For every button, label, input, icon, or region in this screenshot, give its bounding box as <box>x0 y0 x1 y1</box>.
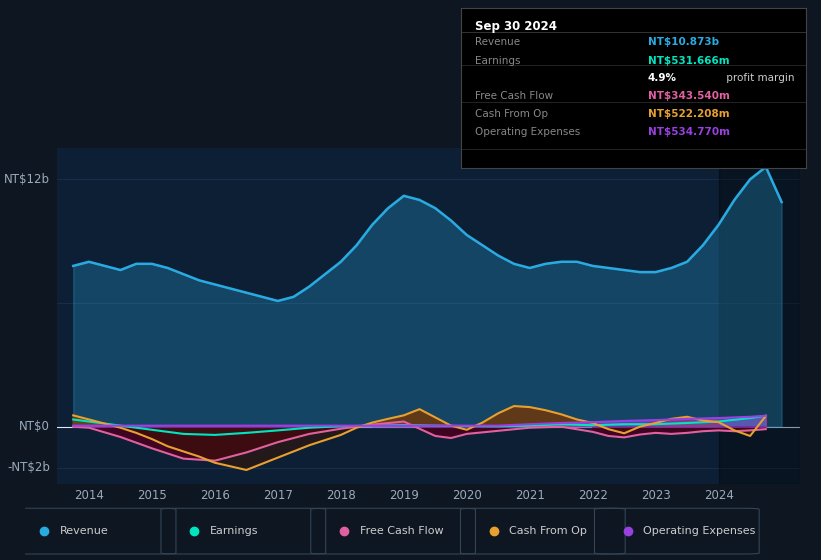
Text: NT$10.873b: NT$10.873b <box>648 37 718 47</box>
Text: Free Cash Flow: Free Cash Flow <box>475 91 553 101</box>
Text: Revenue: Revenue <box>60 526 109 535</box>
Text: NT$522.208m: NT$522.208m <box>648 109 729 119</box>
Text: Free Cash Flow: Free Cash Flow <box>360 526 443 535</box>
Text: Earnings: Earnings <box>475 57 521 66</box>
Text: -NT$2b: -NT$2b <box>7 461 50 474</box>
Text: NT$12b: NT$12b <box>4 173 50 186</box>
Text: profit margin: profit margin <box>723 73 795 83</box>
Bar <box>718 148 800 484</box>
Text: Operating Expenses: Operating Expenses <box>644 526 755 535</box>
Text: NT$534.770m: NT$534.770m <box>648 127 730 137</box>
Text: Operating Expenses: Operating Expenses <box>475 127 580 137</box>
Text: Cash From Op: Cash From Op <box>475 109 548 119</box>
Text: Earnings: Earnings <box>210 526 259 535</box>
Text: Sep 30 2024: Sep 30 2024 <box>475 20 557 32</box>
Text: NT$343.540m: NT$343.540m <box>648 91 730 101</box>
Text: 4.9%: 4.9% <box>648 73 677 83</box>
Text: Cash From Op: Cash From Op <box>509 526 587 535</box>
Text: NT$0: NT$0 <box>19 420 50 433</box>
Text: Revenue: Revenue <box>475 37 521 47</box>
Text: NT$531.666m: NT$531.666m <box>648 57 729 66</box>
